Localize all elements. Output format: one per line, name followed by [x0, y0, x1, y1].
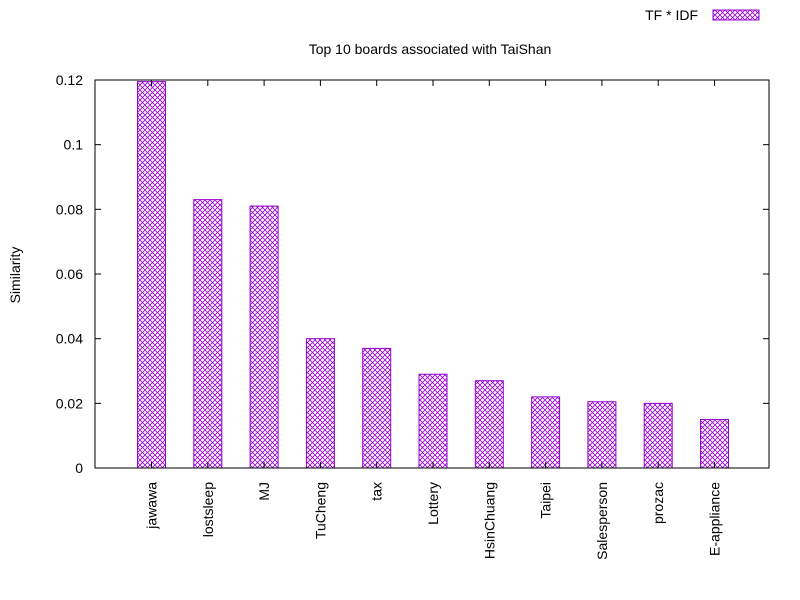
y-tick-label: 0.06: [56, 266, 83, 282]
x-tick-label: HsinChuang: [481, 482, 497, 559]
bar-e-appliance: [700, 419, 729, 469]
x-tick-label: Salesperson: [594, 482, 610, 560]
x-tick-label: tax: [369, 482, 385, 501]
bar-salesperson: [587, 401, 617, 469]
x-tick-label: lostsleep: [200, 482, 216, 537]
legend-label: TF * IDF: [645, 7, 698, 23]
x-tick-label: MJ: [256, 482, 272, 501]
y-tick-label: 0.1: [64, 137, 84, 153]
bar-lostsleep: [193, 199, 223, 469]
y-tick-label: 0.08: [56, 201, 83, 217]
x-tick-label: Taipei: [538, 482, 554, 519]
bar-hsinchuang: [474, 380, 504, 469]
y-tick-label: 0.12: [56, 72, 83, 88]
y-tick-label: 0.02: [56, 395, 83, 411]
y-axis-label: Similarity: [7, 247, 23, 304]
bar-jawawa: [137, 81, 166, 469]
bar-lottery: [418, 373, 448, 469]
plot-frame: [94, 79, 770, 469]
bar-taipei: [531, 396, 561, 469]
y-ticks: 0 0.02 0.04 0.06 0.08 0.1 0.12: [56, 72, 769, 476]
legend: TF * IDF: [645, 7, 760, 23]
bar-mj: [249, 205, 279, 469]
x-tick-label: Lottery: [425, 482, 441, 525]
x-tick-label: E-appliance: [707, 482, 723, 556]
x-tick-label: prozac: [650, 482, 666, 524]
bar-prozac: [643, 402, 673, 469]
x-tick-label: TuCheng: [312, 482, 328, 539]
y-tick-label: 0.04: [56, 331, 83, 347]
bar-tucheng: [305, 338, 335, 469]
x-tick-label: jawawa: [144, 482, 160, 530]
bars: [137, 81, 729, 469]
y-tick-label: 0: [75, 460, 83, 476]
legend-swatch: [712, 9, 760, 21]
chart-title: Top 10 boards associated with TaiShan: [309, 41, 552, 57]
x-ticks: jawawa lostsleep MJ TuCheng tax Lottery HsinCh…: [144, 80, 723, 560]
bar-tax: [362, 347, 392, 469]
